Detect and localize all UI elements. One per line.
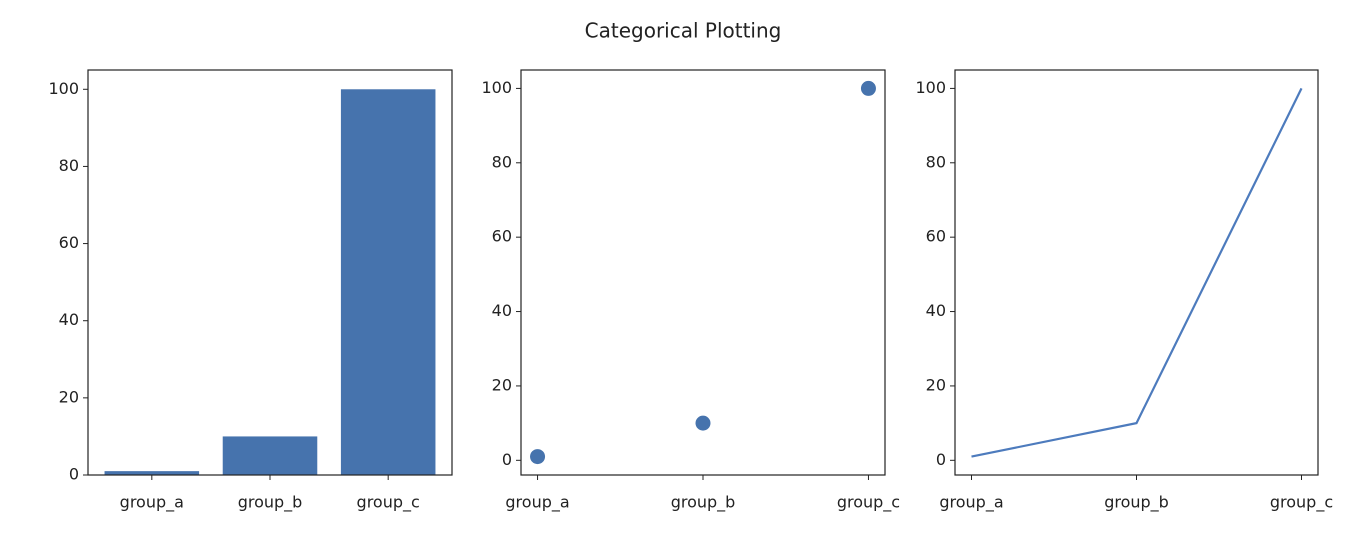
bar bbox=[340, 89, 436, 476]
bar bbox=[104, 471, 200, 475]
y-tick-label: 80 bbox=[492, 152, 512, 171]
y-tick-label: 20 bbox=[926, 375, 946, 394]
axes-frame bbox=[954, 69, 1319, 476]
x-tick-label: group_a bbox=[939, 493, 1003, 513]
axes-frame bbox=[87, 69, 453, 476]
y-tick-label: 60 bbox=[926, 227, 946, 246]
y-tick-label: 80 bbox=[59, 156, 79, 175]
y-tick-label: 20 bbox=[59, 387, 79, 406]
x-tick-label: group_b bbox=[1104, 493, 1169, 513]
point bbox=[530, 449, 546, 465]
point bbox=[695, 415, 711, 431]
line bbox=[971, 87, 1303, 458]
y-tick-label: 100 bbox=[481, 78, 512, 97]
y-tick-label: 40 bbox=[59, 310, 79, 329]
y-tick-label: 80 bbox=[926, 152, 946, 171]
x-tick-label: group_a bbox=[505, 493, 569, 513]
y-tick-label: 60 bbox=[492, 227, 512, 246]
y-tick-label: 20 bbox=[492, 375, 512, 394]
y-tick-label: 100 bbox=[48, 79, 79, 98]
x-tick-label: group_b bbox=[238, 493, 303, 513]
y-tick-label: 100 bbox=[915, 78, 946, 97]
x-tick-label: group_b bbox=[671, 493, 736, 513]
point bbox=[860, 80, 876, 96]
y-tick-label: 0 bbox=[69, 465, 79, 484]
x-tick-label: group_c bbox=[357, 493, 420, 513]
x-tick-label: group_a bbox=[120, 493, 184, 513]
x-tick-label: group_c bbox=[837, 493, 900, 513]
figure-title: Categorical Plotting bbox=[585, 19, 782, 43]
y-tick-label: 40 bbox=[926, 301, 946, 320]
bar bbox=[222, 436, 318, 475]
axes-frame bbox=[520, 69, 886, 476]
y-tick-label: 0 bbox=[936, 450, 946, 469]
y-tick-label: 60 bbox=[59, 233, 79, 252]
x-tick-label: group_c bbox=[1270, 493, 1333, 513]
y-tick-label: 40 bbox=[492, 301, 512, 320]
y-tick-label: 0 bbox=[502, 450, 512, 469]
